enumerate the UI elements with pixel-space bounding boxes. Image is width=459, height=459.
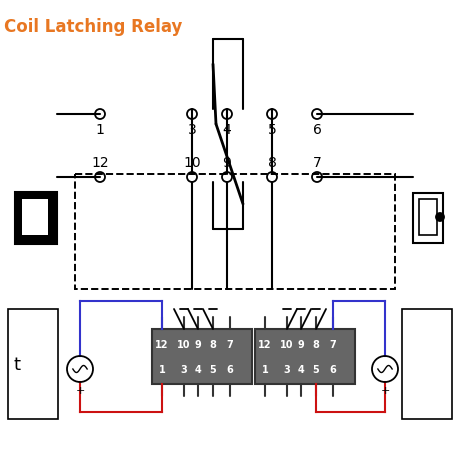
Text: 7: 7	[312, 156, 321, 170]
Text: 8: 8	[312, 339, 319, 349]
Text: 9: 9	[297, 339, 304, 349]
Text: 3: 3	[180, 364, 187, 374]
Text: 12: 12	[91, 156, 109, 170]
Bar	[22, 200, 48, 235]
Text: 6: 6	[329, 364, 336, 374]
Bar	[418, 200, 436, 235]
Bar	[254, 329, 354, 384]
Text: 1: 1	[95, 123, 104, 137]
Text: 1: 1	[158, 364, 165, 374]
Text: 10: 10	[177, 339, 190, 349]
Text: 5: 5	[209, 364, 216, 374]
Bar	[412, 194, 442, 243]
Text: +: +	[380, 385, 389, 395]
Text: 12: 12	[155, 339, 168, 349]
Text: +: +	[75, 385, 84, 395]
Text: 8: 8	[267, 156, 276, 170]
Text: 4: 4	[297, 364, 304, 374]
Bar	[15, 193, 57, 245]
Text: 5: 5	[267, 123, 276, 137]
Text: 7: 7	[329, 339, 336, 349]
Circle shape	[435, 213, 443, 222]
Text: 6: 6	[226, 364, 233, 374]
Text: 9: 9	[222, 156, 231, 170]
Text: 10: 10	[183, 156, 201, 170]
Text: 12: 12	[257, 339, 271, 349]
Text: 3: 3	[187, 123, 196, 137]
Text: t: t	[14, 355, 21, 373]
Text: 9: 9	[194, 339, 201, 349]
Bar	[75, 174, 394, 289]
Text: 3: 3	[283, 364, 290, 374]
Text: 6: 6	[312, 123, 321, 137]
Bar	[401, 309, 451, 419]
Bar	[151, 329, 252, 384]
Text: 4: 4	[194, 364, 201, 374]
Bar	[8, 309, 58, 419]
Text: 5: 5	[312, 364, 319, 374]
Text: 10: 10	[280, 339, 293, 349]
Text: 8: 8	[209, 339, 216, 349]
Text: 7: 7	[226, 339, 233, 349]
Text: 1: 1	[261, 364, 268, 374]
Text: Coil Latching Relay: Coil Latching Relay	[4, 18, 182, 36]
Text: 4: 4	[222, 123, 231, 137]
